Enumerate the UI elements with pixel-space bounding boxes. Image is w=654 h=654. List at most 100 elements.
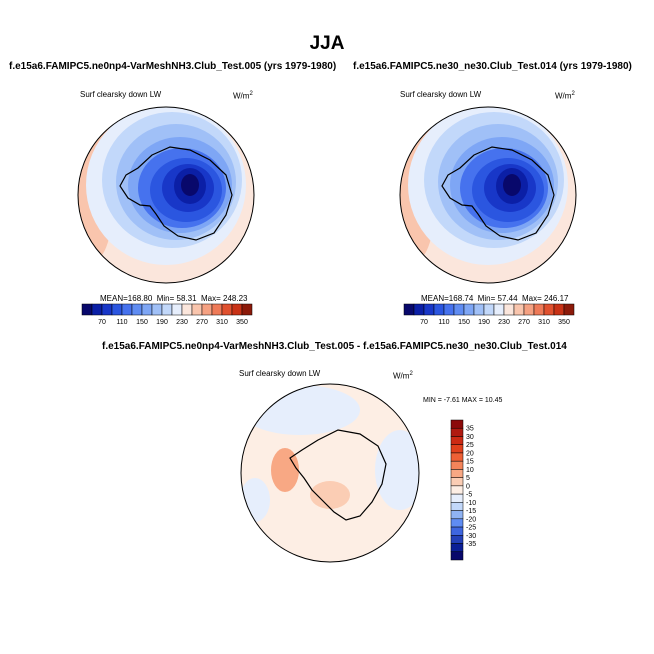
map3-cool-north — [241, 385, 360, 435]
colorbar3-tick-label: 30 — [466, 434, 474, 441]
colorbar3-tick-label: -30 — [466, 533, 476, 540]
colorbar2-tick-label: 70 — [420, 319, 428, 326]
colorbar2-swatch — [503, 303, 515, 316]
colorbar3-swatch — [450, 493, 464, 503]
map2-border — [399, 106, 577, 284]
colorbar1-swatch — [181, 303, 193, 316]
colorbar1-swatch — [101, 303, 113, 316]
colorbar2-swatch — [513, 303, 525, 316]
map2-contour-50 — [503, 174, 521, 196]
colorbar2-swatch — [413, 303, 425, 316]
panel2-stats: MEAN=168.74 Min= 57.44 Max= 246.17 — [421, 294, 569, 303]
map2 — [400, 107, 576, 283]
colorbar1-swatch — [141, 303, 153, 316]
colorbar2-swatch — [483, 303, 495, 316]
colorbar2-swatch — [453, 303, 465, 316]
colorbar3-swatch — [450, 543, 464, 553]
colorbar3-swatch — [450, 518, 464, 528]
figure-title: JJA — [309, 33, 345, 54]
colorbar2-swatch — [443, 303, 455, 316]
colorbar1-tick-label: 310 — [216, 319, 228, 326]
colorbar3-swatch — [450, 452, 464, 462]
colorbar3-tick-label: 5 — [466, 475, 470, 482]
map3-warm-center — [310, 481, 350, 509]
map3-warm-peninsula — [271, 448, 299, 492]
map3-cool-west — [241, 478, 270, 522]
colorbar3-tick-label: -15 — [466, 508, 476, 515]
map1-antarctica-coastline — [119, 146, 233, 241]
diff-panel-units: W/m2 — [393, 371, 413, 381]
panel1-stats: MEAN=168.80 Min= 58.31 Max= 248.23 — [100, 294, 248, 303]
colorbar3-swatch — [450, 535, 464, 544]
colorbar3-tick-label: -10 — [466, 500, 476, 507]
colorbar3-tick-label: 10 — [466, 467, 474, 474]
colorbar1-swatch — [171, 303, 183, 316]
colorbar3-swatch — [450, 551, 464, 561]
panel1-title: f.e15a6.FAMIPC5.ne0np4-VarMeshNH3.Club_T… — [9, 61, 337, 72]
colorbar1-swatch — [121, 303, 133, 316]
colorbar3-tick-label: -20 — [466, 516, 476, 523]
colorbar3-swatch — [450, 485, 464, 495]
colorbar1-swatch — [231, 303, 243, 316]
colorbar3-swatch — [450, 436, 464, 445]
colorbar2-swatch — [473, 303, 485, 316]
colorbar3-tick-label: -25 — [466, 525, 476, 532]
colorbar1-tick-label: 270 — [196, 319, 208, 326]
colorbar2-tick-label: 350 — [558, 319, 570, 326]
colorbar1: 70 110 150 190 230 270 310 350 — [81, 303, 253, 326]
colorbar1-tick-label: 150 — [136, 319, 148, 326]
colorbar1-tick-label: 350 — [236, 319, 248, 326]
colorbar3-swatch — [450, 469, 464, 478]
map2-antarctica-coastline — [441, 146, 555, 241]
colorbar1-swatch — [81, 303, 93, 316]
map3-antarctica-coastline — [289, 429, 387, 521]
colorbar3-swatch — [450, 526, 464, 536]
diff-panel-minmax: MIN = -7.61 MAX = 10.45 — [423, 397, 503, 404]
colorbar1-swatch — [201, 303, 213, 316]
colorbar3-swatch — [450, 444, 464, 454]
colorbar1-tick-label: 190 — [156, 319, 168, 326]
colorbar3-tick-label: 20 — [466, 450, 474, 457]
colorbar2-swatch — [433, 303, 445, 316]
map1 — [78, 107, 254, 283]
diff-panel-variable: Surf clearsky down LW — [239, 369, 321, 378]
colorbar1-tick-label: 70 — [98, 319, 106, 326]
diff-panel-title: f.e15a6.FAMIPC5.ne0np4-VarMeshNH3.Club_T… — [102, 341, 567, 352]
colorbar3-tick-label: 0 — [466, 483, 470, 490]
colorbar3-swatch — [450, 477, 464, 487]
map3 — [241, 384, 419, 562]
colorbar2-swatch — [403, 303, 415, 316]
colorbar3-tick-label: 25 — [466, 442, 474, 449]
colorbar2-tick-label: 230 — [498, 319, 510, 326]
colorbar1-swatch — [221, 303, 233, 316]
colorbar2-tick-label: 270 — [518, 319, 530, 326]
colorbar2-tick-label: 310 — [538, 319, 550, 326]
colorbar1-tick-label: 110 — [116, 319, 127, 326]
colorbar1-swatch — [241, 303, 253, 316]
colorbar3-swatch — [450, 510, 464, 520]
colorbar2-swatch — [553, 303, 565, 316]
colorbar1-swatch — [191, 303, 203, 316]
panel1-units: W/m2 — [233, 91, 253, 101]
colorbar3-swatch — [450, 460, 464, 470]
colorbar3-tick-label: 35 — [466, 426, 474, 433]
map3-cool-east — [375, 430, 419, 510]
colorbar1-swatch — [91, 303, 103, 316]
colorbar1-swatch — [161, 303, 173, 316]
panel1-variable: Surf clearsky down LW — [80, 90, 162, 99]
colorbar3-swatch — [450, 502, 464, 511]
colorbar2-swatch — [423, 303, 435, 316]
colorbar2-tick-label: 110 — [438, 319, 449, 326]
colorbar2-swatch — [463, 303, 475, 316]
map1-border — [77, 106, 255, 284]
colorbar2-tick-label: 190 — [478, 319, 490, 326]
colorbar3-tick-label: -35 — [466, 541, 476, 548]
colorbar3-tick-label: -5 — [466, 492, 472, 499]
colorbar1-swatch — [151, 303, 163, 316]
colorbar3-swatch — [450, 427, 464, 437]
colorbar2-swatch — [543, 303, 555, 316]
colorbar2-swatch — [523, 303, 535, 316]
panel2-title: f.e15a6.FAMIPC5.ne30_ne30.Club_Test.014 … — [353, 61, 632, 72]
colorbar3-tick-label: 15 — [466, 459, 474, 466]
